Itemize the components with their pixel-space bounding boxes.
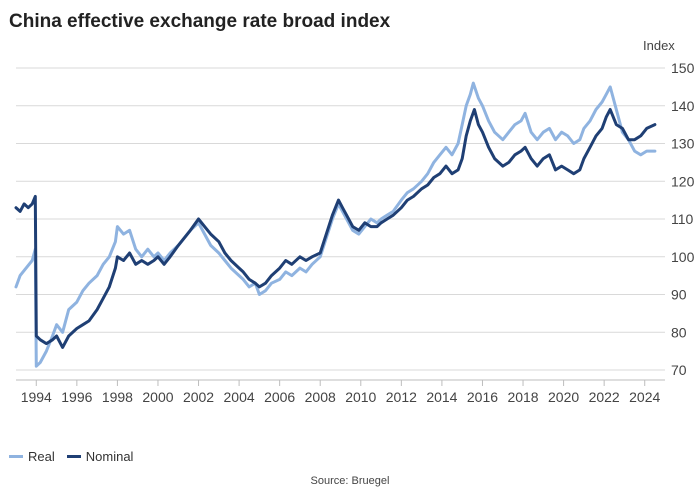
series-line-nominal — [14, 108, 657, 349]
x-tick-label-2020: 2020 — [548, 389, 579, 405]
legend-swatch-nominal — [66, 455, 81, 458]
y-tick-label-120: 120 — [671, 173, 695, 189]
x-tick-label-2002: 2002 — [183, 389, 214, 405]
y-tick-label-70: 70 — [671, 362, 687, 378]
y-tick-label-150: 150 — [671, 60, 695, 76]
x-tick-label-2014: 2014 — [426, 389, 457, 405]
y-tick-label-140: 140 — [671, 98, 695, 114]
x-tick-label-1994: 1994 — [21, 389, 52, 405]
legend: Real Nominal — [9, 449, 145, 464]
x-tick-label-2022: 2022 — [589, 389, 620, 405]
y-tick-label-80: 80 — [671, 324, 687, 340]
source-note: Source: Bruegel — [310, 475, 390, 487]
x-tick-label-1996: 1996 — [61, 389, 92, 405]
x-tick-label-2016: 2016 — [467, 389, 498, 405]
x-tick-label-2008: 2008 — [305, 389, 336, 405]
x-tick-label-2000: 2000 — [142, 389, 173, 405]
x-tick-label-2024: 2024 — [629, 389, 660, 405]
y-tick-label-100: 100 — [671, 249, 695, 265]
series-lines — [14, 81, 657, 368]
legend-item-nominal: Nominal — [66, 449, 134, 464]
legend-swatch-real — [9, 455, 23, 458]
legend-label-real: Real — [28, 449, 55, 464]
y-tick-label-110: 110 — [671, 211, 694, 227]
x-tick-label-2010: 2010 — [345, 389, 376, 405]
x-tick-label-2018: 2018 — [507, 389, 538, 405]
y-tick-label-130: 130 — [671, 136, 695, 152]
y-axis-label: Index — [643, 38, 675, 53]
x-tick-label-2006: 2006 — [264, 389, 295, 405]
legend-item-real: Real — [9, 449, 55, 464]
series-line-real — [14, 81, 657, 368]
x-axis-ticks: 1994 1996 1998 2000 2002 2004 2006 2008 2010 2012… — [16, 379, 665, 405]
x-tick-label-2012: 2012 — [386, 389, 417, 405]
y-axis-ticks: 70 80 90 100 110 120 130 140 150 — [671, 60, 695, 378]
gridlines — [16, 67, 665, 371]
x-tick-label-1998: 1998 — [102, 389, 133, 405]
chart-title: China effective exchange rate broad inde… — [9, 11, 391, 32]
x-tick-label-2004: 2004 — [224, 389, 255, 405]
legend-label-nominal: Nominal — [85, 449, 134, 464]
y-tick-label-90: 90 — [671, 287, 687, 303]
